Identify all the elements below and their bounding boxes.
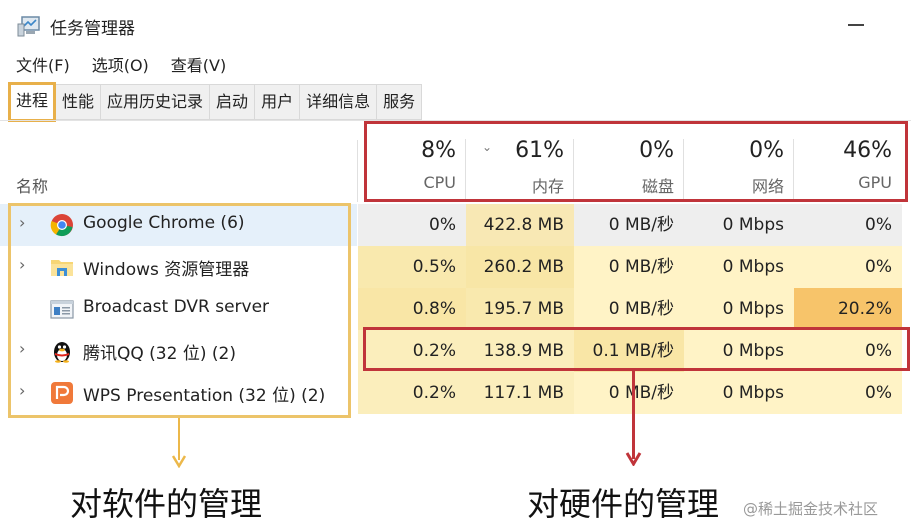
network-label: 网络 xyxy=(751,177,784,196)
disk-label: 磁盘 xyxy=(641,177,674,196)
tab-services[interactable]: 服务 xyxy=(377,84,423,120)
expand-chevron-icon[interactable]: › xyxy=(19,339,26,358)
gpu-value: 0% xyxy=(794,372,902,414)
tab-users[interactable]: 用户 xyxy=(255,84,301,120)
hardware-arrow-line xyxy=(632,371,635,459)
memory-value: 117.1 MB xyxy=(466,372,574,414)
memory-label: 内存 xyxy=(531,177,564,196)
gpu-value: 0% xyxy=(794,246,902,288)
qq-penguin-icon xyxy=(54,342,70,363)
name-cell: › Windows 资源管理器 xyxy=(0,246,357,288)
process-row-qq[interactable]: › 腾讯QQ (32 位) (2) 0.2% 138.9 MB 0.1 MB/秒… xyxy=(0,330,911,372)
menu-file[interactable]: 文件(F) xyxy=(16,56,70,75)
column-header-cpu[interactable]: 8% CPU xyxy=(358,121,466,202)
task-manager-icon xyxy=(17,16,40,37)
tab-divider xyxy=(0,120,911,121)
memory-value: 260.2 MB xyxy=(466,246,574,288)
process-name: 腾讯QQ (32 位) (2) xyxy=(83,344,236,364)
watermark: @稀土掘金技术社区 xyxy=(743,500,879,518)
process-name: Broadcast DVR server xyxy=(83,297,270,317)
network-value: 0 Mbps xyxy=(684,330,794,372)
disk-value: 0 MB/秒 xyxy=(574,288,684,330)
gpu-total-percent: 46% xyxy=(843,138,892,163)
hardware-arrow-down-icon xyxy=(625,452,642,466)
disk-total-percent: 0% xyxy=(639,138,674,163)
disk-value: 0 MB/秒 xyxy=(574,372,684,414)
file-explorer-icon xyxy=(51,260,73,276)
tab-bar: 进程 性能 应用历史记录 启动 用户 详细信息 服务 xyxy=(8,82,423,122)
network-total-percent: 0% xyxy=(749,138,784,163)
cpu-value: 0.8% xyxy=(358,288,466,330)
gpu-value: 0% xyxy=(794,204,902,246)
cpu-value: 0.2% xyxy=(358,372,466,414)
process-row-broadcast-dvr[interactable]: Broadcast DVR server 0.8% 195.7 MB 0 MB/… xyxy=(0,288,911,330)
menu-options[interactable]: 选项(O) xyxy=(91,56,149,75)
column-header-network[interactable]: 0% 网络 xyxy=(684,121,794,202)
hardware-caption: 对硬件的管理 xyxy=(527,485,720,523)
expand-chevron-icon[interactable]: › xyxy=(19,255,26,274)
column-header-name[interactable]: 名称 xyxy=(16,177,49,196)
window-title: 任务管理器 xyxy=(50,19,135,39)
cpu-total-percent: 8% xyxy=(421,138,456,163)
software-caption: 对软件的管理 xyxy=(70,485,263,523)
tab-processes[interactable]: 进程 xyxy=(8,82,57,122)
tab-app-history[interactable]: 应用历史记录 xyxy=(101,84,211,120)
cpu-value: 0.2% xyxy=(358,330,466,372)
gpu-value: 20.2% xyxy=(794,288,902,330)
memory-total-percent: 61% xyxy=(515,138,564,163)
software-arrow-line xyxy=(178,418,180,460)
network-value: 0 Mbps xyxy=(684,246,794,288)
tab-performance[interactable]: 性能 xyxy=(56,84,102,120)
minimize-icon[interactable] xyxy=(848,24,864,26)
memory-value: 138.9 MB xyxy=(466,330,574,372)
process-name: Windows 资源管理器 xyxy=(83,260,250,280)
process-name: WPS Presentation (32 位) (2) xyxy=(83,386,326,406)
name-cell: Broadcast DVR server xyxy=(0,288,357,330)
name-cell: › 腾讯QQ (32 位) (2) xyxy=(0,330,357,372)
gpu-value: 0% xyxy=(794,330,902,372)
column-divider xyxy=(357,140,358,202)
menu-view[interactable]: 查看(V) xyxy=(170,56,227,75)
column-divider xyxy=(683,139,684,199)
app-window-icon xyxy=(50,300,74,319)
column-divider xyxy=(793,139,794,199)
expand-chevron-icon[interactable]: › xyxy=(19,213,26,232)
column-header-memory[interactable]: 61% 内存 xyxy=(466,121,574,202)
process-row-explorer[interactable]: › Windows 资源管理器 0.5% 260.2 MB 0 MB/秒 0 M… xyxy=(0,246,911,288)
sort-chevron-down-icon: ⌄ xyxy=(482,140,493,154)
software-arrow-down-icon xyxy=(171,455,187,468)
gpu-label: GPU xyxy=(858,173,892,192)
disk-value: 0.1 MB/秒 xyxy=(574,330,684,372)
tab-startup[interactable]: 启动 xyxy=(210,84,256,120)
disk-value: 0 MB/秒 xyxy=(574,246,684,288)
network-value: 0 Mbps xyxy=(684,372,794,414)
hardware-header-highlight xyxy=(364,121,908,202)
memory-value: 195.7 MB xyxy=(466,288,574,330)
network-value: 0 Mbps xyxy=(684,204,794,246)
disk-value: 0 MB/秒 xyxy=(574,204,684,246)
hardware-row-highlight xyxy=(363,327,910,371)
column-header-disk[interactable]: 0% 磁盘 xyxy=(574,121,684,202)
cpu-value: 0.5% xyxy=(358,246,466,288)
expand-chevron-icon[interactable]: › xyxy=(19,381,26,400)
cpu-value: 0% xyxy=(358,204,466,246)
menu-bar: 文件(F) 选项(O) 查看(V) xyxy=(16,52,226,76)
tab-details[interactable]: 详细信息 xyxy=(300,84,378,120)
cpu-label: CPU xyxy=(423,173,456,192)
title-bar: 任务管理器 xyxy=(0,0,911,50)
wps-presentation-icon xyxy=(51,382,73,404)
column-header-gpu[interactable]: 46% GPU xyxy=(794,121,902,202)
process-name: Google Chrome (6) xyxy=(83,213,245,233)
software-list-highlight xyxy=(8,203,351,418)
network-value: 0 Mbps xyxy=(684,288,794,330)
column-divider xyxy=(573,139,574,199)
column-divider xyxy=(465,139,466,199)
name-cell: › Google Chrome (6) xyxy=(0,204,357,246)
process-row-chrome[interactable]: › Google Chrome (6) 0% 422.8 MB 0 MB/秒 0… xyxy=(0,204,911,246)
memory-value: 422.8 MB xyxy=(466,204,574,246)
name-cell: › WPS Presentation (32 位) (2) xyxy=(0,372,357,414)
process-row-wps[interactable]: › WPS Presentation (32 位) (2) 0.2% 117.1… xyxy=(0,372,911,414)
chrome-icon xyxy=(50,214,73,237)
